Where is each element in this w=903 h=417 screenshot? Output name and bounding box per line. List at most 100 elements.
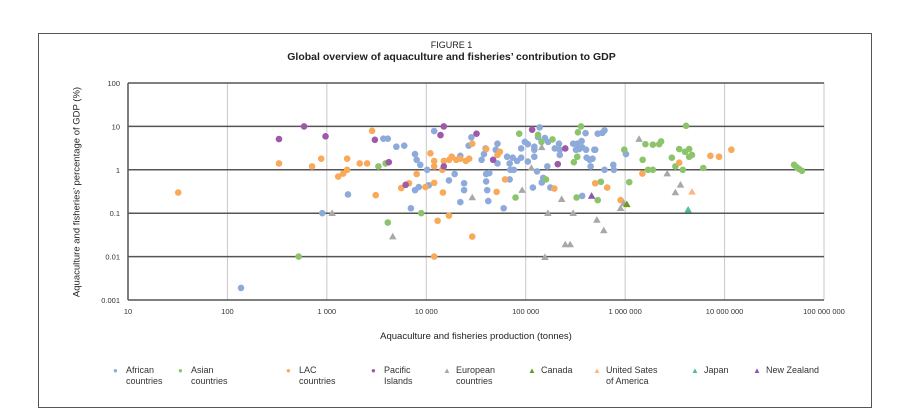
point-lac-countries — [496, 148, 504, 156]
point-lac-countries — [174, 189, 182, 196]
point-pacific-islands — [371, 136, 379, 144]
legend-label: LAC — [299, 365, 317, 375]
point-asian-countries — [685, 145, 693, 153]
point-european-countries — [388, 232, 397, 240]
point-asian-countries — [668, 154, 676, 162]
x-tick-label: 1 000 000 — [608, 307, 641, 316]
legend-item-pacific: ● Pacific Islands — [371, 365, 413, 387]
point-pacific-islands — [402, 181, 409, 189]
point-african-countries — [582, 129, 589, 137]
point-lac-countries — [465, 155, 473, 163]
point-african-countries — [483, 186, 491, 194]
point-asian-countries — [620, 146, 628, 154]
x-axis-label: Aquaculture and fisheries production (to… — [380, 331, 572, 342]
point-african-countries — [578, 137, 585, 145]
legend-label: New Zealand — [766, 365, 820, 375]
legend-item-african: ● African countries — [113, 365, 163, 387]
point-african-countries — [556, 146, 564, 154]
point-african-countries — [601, 166, 608, 174]
point-african-countries — [468, 134, 475, 141]
point-african-countries — [524, 158, 532, 165]
legend-item-asian: ● Asian countries — [178, 365, 228, 387]
legend-label: Islands — [384, 376, 413, 386]
x-tick-label: 1 000 — [317, 307, 336, 316]
point-lac-countries — [356, 160, 364, 167]
point-pacific-islands — [473, 130, 480, 137]
point-african-countries — [445, 177, 453, 184]
point-european-countries — [616, 204, 625, 212]
point-lac-countries — [551, 185, 558, 192]
point-african-countries — [531, 153, 538, 161]
point-pacific-islands — [322, 133, 329, 140]
legend-item-usa: ▲ United Sates of America — [593, 365, 658, 387]
point-african-countries — [587, 163, 594, 170]
y-tick-label: 0.001 — [101, 296, 120, 305]
y-tick-label: 1 — [116, 166, 120, 175]
point-asian-countries — [542, 176, 550, 183]
point-asian-countries — [534, 131, 542, 139]
point-asian-countries — [649, 166, 657, 174]
point-european-countries — [561, 240, 570, 248]
point-lac-countries — [639, 170, 646, 177]
point-lac-countries — [275, 160, 283, 167]
point-lac-countries — [317, 155, 325, 163]
point-lac-countries — [501, 176, 509, 183]
point-african-countries — [578, 192, 586, 200]
point-asian-countries — [649, 141, 657, 148]
point-pacific-islands — [554, 160, 562, 168]
point-lac-countries — [603, 184, 611, 191]
point-lac-countries — [343, 166, 351, 174]
point-asian-countries — [644, 166, 652, 174]
circle-marker-icon: ● — [113, 366, 118, 375]
point-european-countries — [541, 253, 549, 260]
legend-label: Japan — [704, 365, 729, 375]
point-african-countries — [480, 150, 488, 158]
point-asian-countries — [699, 164, 707, 172]
legend-label: countries — [126, 376, 163, 386]
point-african-countries — [533, 168, 541, 175]
point-african-countries — [524, 140, 532, 148]
point-lac-countries — [439, 189, 447, 196]
legend-item-canada: ▲ Canada — [528, 365, 573, 376]
point-asian-countries — [642, 140, 649, 148]
point-lac-countries — [343, 155, 351, 163]
point-lac-countries — [430, 253, 438, 260]
x-tick-label: 10 000 000 — [706, 307, 744, 316]
legend-label: countries — [299, 376, 336, 386]
point-african-countries — [457, 198, 464, 206]
point-lac-countries — [368, 127, 376, 135]
point-african-countries — [609, 161, 617, 169]
point-asian-countries — [573, 194, 580, 201]
point-lac-countries — [617, 196, 624, 204]
point-asian-countries — [295, 253, 302, 260]
point-african-countries — [503, 153, 511, 161]
point-african-countries — [485, 169, 493, 177]
point-european-countries — [599, 226, 608, 234]
point-african-countries — [460, 179, 468, 187]
point-african-countries — [413, 156, 420, 164]
y-tick-label: 100 — [107, 79, 120, 88]
point-lac-countries — [675, 159, 683, 166]
point-united-sates-of-america — [688, 188, 696, 195]
point-african-countries — [610, 166, 618, 174]
point-lac-countries — [308, 163, 316, 170]
point-pacific-islands — [561, 145, 569, 152]
point-asian-countries — [577, 123, 585, 130]
point-african-countries — [430, 127, 438, 135]
point-african-countries — [407, 204, 415, 212]
point-lac-countries — [482, 145, 490, 153]
point-lac-countries — [715, 153, 723, 161]
point-lac-countries — [468, 233, 476, 240]
legend-label: United Sates — [606, 365, 658, 375]
point-african-countries — [506, 176, 513, 183]
point-european-countries — [544, 209, 552, 216]
point-african-countries — [517, 145, 525, 152]
point-asian-countries — [570, 158, 578, 166]
point-pacific-islands — [300, 123, 308, 130]
point-lac-countries — [434, 217, 441, 225]
point-european-countries — [518, 186, 526, 193]
point-european-countries — [635, 135, 643, 142]
point-african-countries — [517, 154, 525, 162]
legend-label: Asian — [191, 365, 214, 375]
point-asian-countries — [515, 130, 523, 137]
